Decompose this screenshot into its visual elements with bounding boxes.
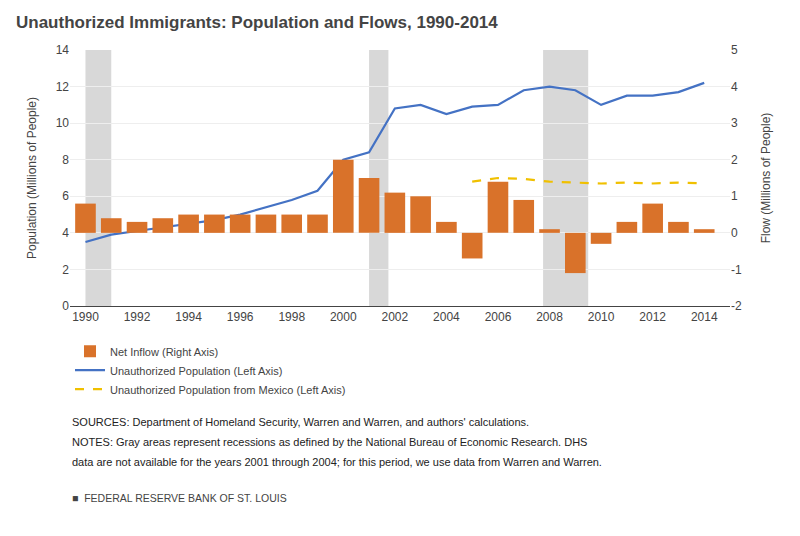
svg-text:3: 3 bbox=[731, 116, 738, 130]
svg-text:2000: 2000 bbox=[330, 310, 357, 324]
svg-text:1996: 1996 bbox=[227, 310, 254, 324]
svg-text:Flow (Millions of People): Flow (Millions of People) bbox=[759, 113, 773, 244]
svg-text:12: 12 bbox=[56, 80, 70, 94]
svg-text:2010: 2010 bbox=[588, 310, 615, 324]
svg-text:4: 4 bbox=[731, 80, 738, 94]
svg-text:data are not available for the: data are not available for the years 200… bbox=[72, 456, 602, 468]
svg-text:2014: 2014 bbox=[691, 310, 718, 324]
svg-text:0: 0 bbox=[731, 226, 738, 240]
svg-text:1998: 1998 bbox=[278, 310, 305, 324]
svg-text:1992: 1992 bbox=[124, 310, 151, 324]
svg-text:8: 8 bbox=[62, 153, 69, 167]
svg-text:Net Inflow (Right Axis): Net Inflow (Right Axis) bbox=[110, 346, 218, 358]
svg-text:-1: -1 bbox=[731, 263, 742, 277]
svg-text:SOURCES: Department of Homelan: SOURCES: Department of Homeland Security… bbox=[72, 416, 529, 428]
svg-text:4: 4 bbox=[62, 226, 69, 240]
svg-text:Unauthorized Population from M: Unauthorized Population from Mexico (Lef… bbox=[110, 384, 345, 396]
svg-text:2012: 2012 bbox=[639, 310, 666, 324]
svg-text:10: 10 bbox=[56, 116, 70, 130]
svg-text:Unauthorized Population (Left: Unauthorized Population (Left Axis) bbox=[110, 365, 282, 377]
svg-text:5: 5 bbox=[731, 43, 738, 57]
svg-text:2004: 2004 bbox=[433, 310, 460, 324]
svg-text:2002: 2002 bbox=[381, 310, 408, 324]
svg-text:2: 2 bbox=[731, 153, 738, 167]
svg-text:2008: 2008 bbox=[536, 310, 563, 324]
svg-text:14: 14 bbox=[56, 43, 70, 57]
svg-text:0: 0 bbox=[62, 299, 69, 313]
svg-text:2: 2 bbox=[62, 263, 69, 277]
svg-text:2006: 2006 bbox=[485, 310, 512, 324]
svg-text:-2: -2 bbox=[731, 299, 742, 313]
svg-text:Population (Millions of People: Population (Millions of People) bbox=[25, 97, 39, 259]
svg-text:1990: 1990 bbox=[72, 310, 99, 324]
svg-text:■ FEDERAL RESERVE BANK OF ST.: ■ FEDERAL RESERVE BANK OF ST. LOUIS bbox=[72, 492, 287, 504]
svg-text:1994: 1994 bbox=[175, 310, 202, 324]
svg-text:Unauthorized Immigrants: Popul: Unauthorized Immigrants: Population and … bbox=[16, 13, 498, 32]
svg-text:6: 6 bbox=[62, 189, 69, 203]
svg-text:NOTES: Gray areas represent re: NOTES: Gray areas represent recessions a… bbox=[72, 436, 587, 448]
svg-text:1: 1 bbox=[731, 189, 738, 203]
